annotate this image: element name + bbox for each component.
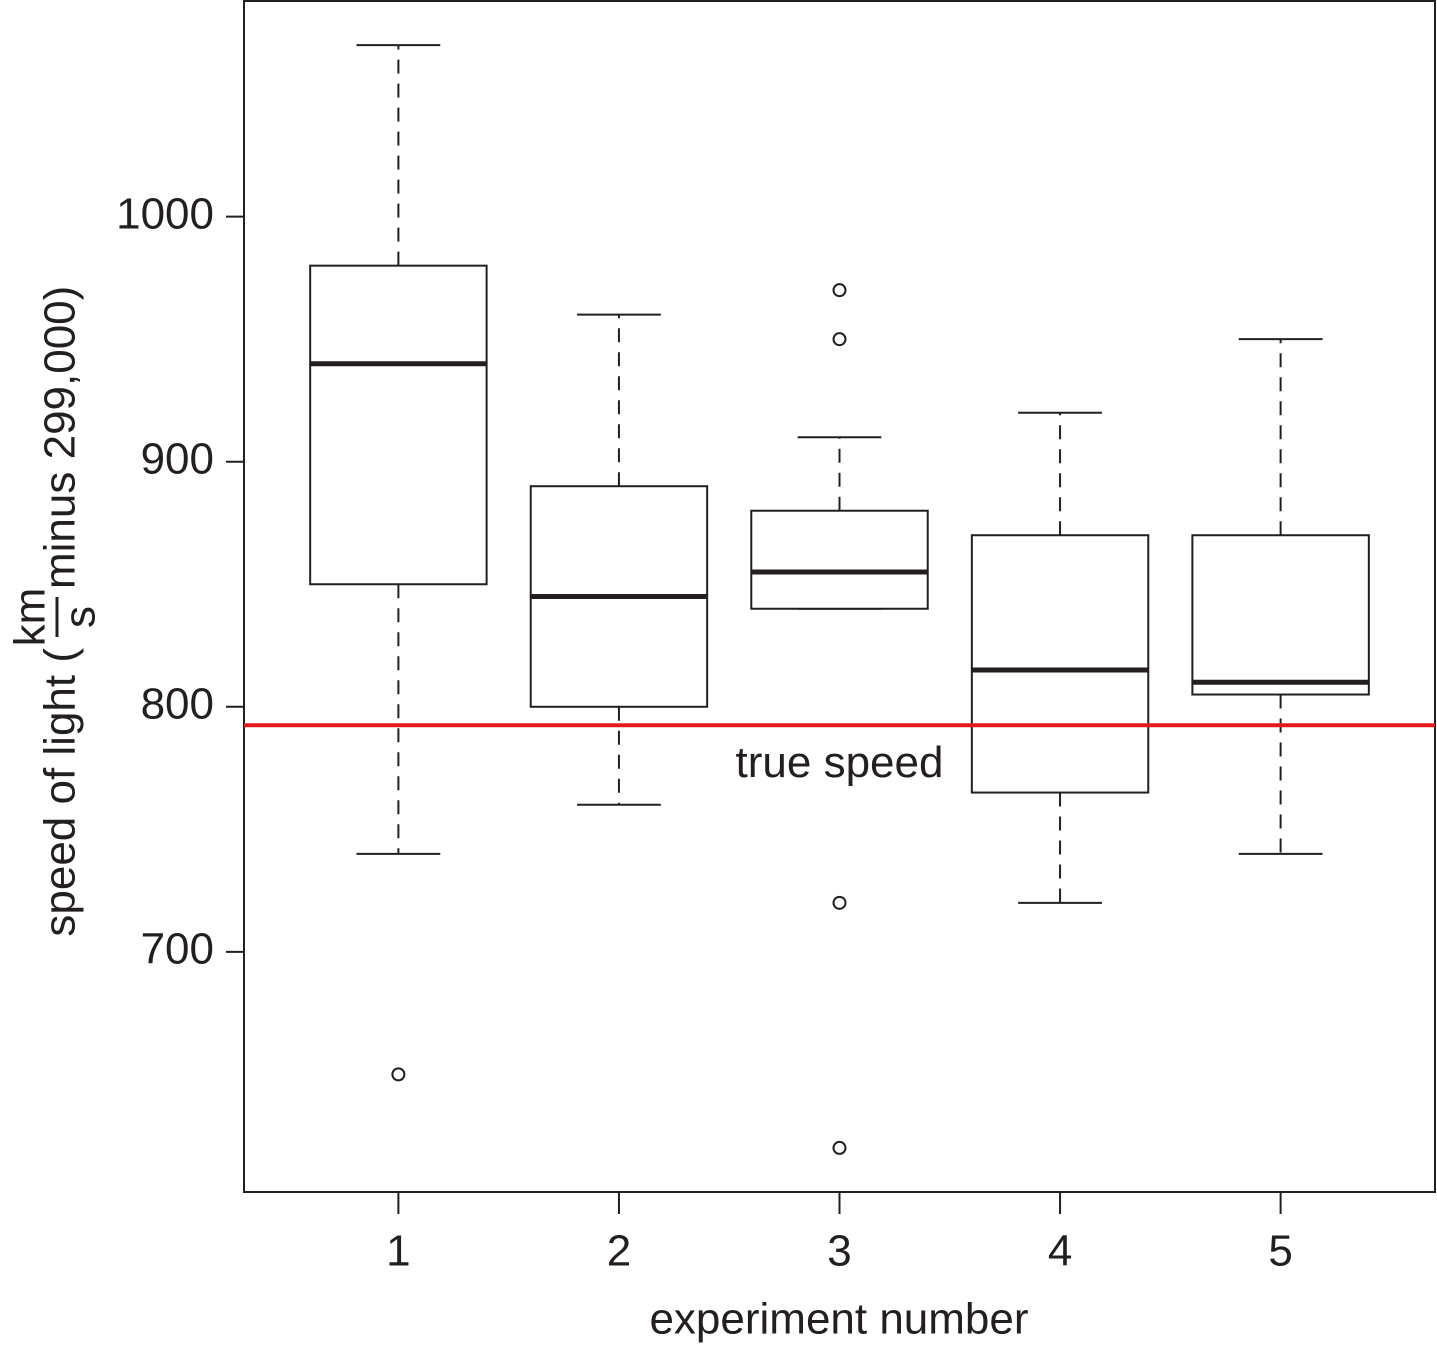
y-tick-label: 1000 xyxy=(116,189,214,238)
y-tick-label: 800 xyxy=(141,679,214,728)
outlier xyxy=(391,1067,406,1082)
y-label-suffix: minus 299,000) xyxy=(36,286,85,589)
outlier xyxy=(832,1140,847,1155)
box xyxy=(970,534,1150,794)
outlier xyxy=(832,332,847,347)
y-tick-label: 900 xyxy=(141,434,214,483)
outlier xyxy=(832,895,847,910)
x-tick-label: 1 xyxy=(386,1227,410,1276)
x-tick-label: 5 xyxy=(1268,1227,1292,1276)
x-tick-label: 4 xyxy=(1048,1227,1072,1276)
y-label-numerator: km xyxy=(6,588,55,647)
x-tick-label: 3 xyxy=(827,1227,851,1276)
y-tick-label: 700 xyxy=(141,924,214,973)
y-axis-label: speed of light ( km s minus 299,000) xyxy=(6,286,105,937)
box xyxy=(750,509,929,610)
x-tick-label: 2 xyxy=(607,1227,631,1276)
x-axis-label: experiment number xyxy=(649,1295,1028,1344)
box xyxy=(309,264,488,586)
outlier xyxy=(832,283,847,298)
y-label-denominator: s xyxy=(56,606,105,628)
reference-label: true speed xyxy=(736,738,944,787)
box xyxy=(1191,534,1370,696)
y-label-prefix: speed of light ( xyxy=(36,648,85,937)
